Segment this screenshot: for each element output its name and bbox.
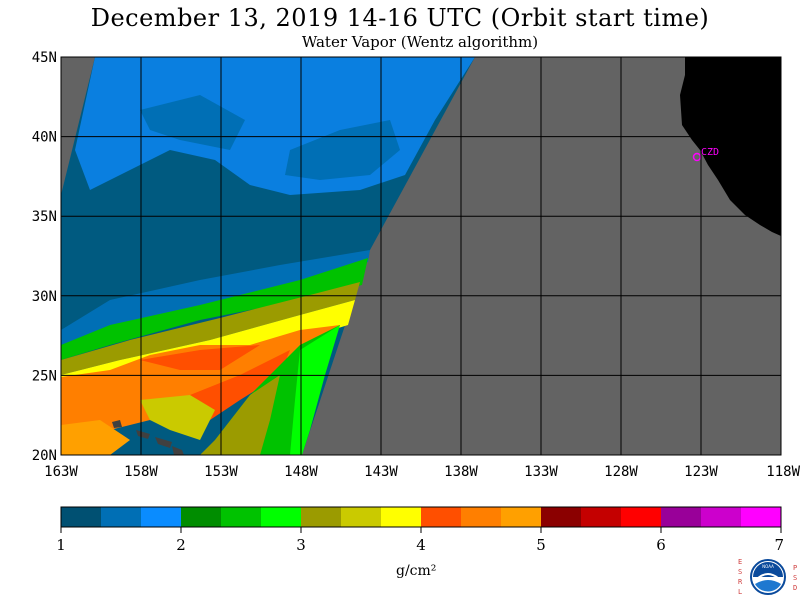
logo-left-letter-1: E (738, 558, 742, 566)
swath-medium-blue-band (61, 250, 370, 350)
colorbar-swatch (181, 507, 222, 527)
colorbar-tick-label: 1 (56, 536, 66, 554)
colorbar-swatch (421, 507, 462, 527)
lon-tick-label: 133W (524, 464, 558, 480)
lon-tick-label: 143W (364, 464, 398, 480)
lon-tick-label: 138W (444, 464, 478, 480)
swath-bright-green-edge (290, 325, 340, 455)
lon-tick-label: 153W (204, 464, 238, 480)
noaa-esrl-psd-logo: E S R L P S D NOAA (738, 558, 797, 596)
longitude-labels: 163W 158W 153W 148W 143W 138W 133W 128W 123W 118W (44, 464, 800, 480)
colorbar-tick-label: 7 (774, 536, 784, 554)
lon-tick-label: 163W (44, 464, 78, 480)
logo-right-letter-2: S (793, 574, 797, 582)
colorbar-swatch (621, 507, 662, 527)
colorbar-swatch (141, 507, 182, 527)
swath-red-orange-patch (140, 345, 260, 370)
water-vapor-field (61, 57, 781, 455)
swath-olive-south (200, 375, 280, 455)
station-label: CZD (701, 147, 719, 158)
lon-tick-label: 158W (124, 464, 158, 480)
island-hawaii (172, 446, 184, 455)
colorbar-swatch (261, 507, 302, 527)
lon-tick-label: 118W (766, 464, 800, 480)
colorbar (60, 506, 782, 528)
noaa-emblem-sea (755, 580, 781, 592)
lat-tick-label: 35N (32, 209, 57, 225)
colorbar-swatch (381, 507, 422, 527)
noaa-emblem-bird (757, 573, 779, 579)
island-maui (155, 437, 172, 448)
colorbar-tick-label: 5 (536, 536, 546, 554)
colorbar-tick-label: 6 (656, 536, 666, 554)
lon-tick-label: 123W (684, 464, 718, 480)
colorbar-swatch (101, 507, 142, 527)
swath-yellow-streak (140, 395, 215, 440)
colorbar-tick-label: 2 (176, 536, 186, 554)
colorbar-swatch (461, 507, 502, 527)
map-frame (60, 56, 782, 456)
colorbar-tick-label: 3 (296, 536, 306, 554)
colorbar-swatch (661, 507, 702, 527)
island-oahu (136, 430, 150, 439)
colorbar-ticks: 1 2 3 4 5 6 7 (56, 527, 784, 554)
colorbar-swatch (701, 507, 742, 527)
lat-tick-label: 20N (32, 448, 57, 464)
lat-tick-label: 25N (32, 368, 57, 384)
lon-tick-label: 148W (284, 464, 318, 480)
colorbar-tick-label: 4 (416, 536, 426, 554)
logo-left-letter-2: S (738, 568, 742, 576)
lat-tick-label: 45N (32, 50, 57, 66)
noaa-emblem-sky (753, 562, 783, 577)
logo-left-letter-4: L (738, 588, 742, 596)
logo-right-letter-3: D (793, 584, 797, 592)
lat-tick-label: 30N (32, 289, 57, 305)
lat-tick-label: 40N (32, 130, 57, 146)
swath-olive-band (61, 282, 360, 375)
logo-left-letter-3: R (738, 578, 743, 586)
map-subtitle: Water Vapor (Wentz algorithm) (301, 33, 539, 51)
colorbar-swatch (301, 507, 342, 527)
noaa-emblem-text: NOAA (762, 564, 774, 569)
colorbar-swatch (341, 507, 382, 527)
colorbar-swatch (581, 507, 622, 527)
island-kauai (112, 420, 122, 428)
map-title: December 13, 2019 14-16 UTC (Orbit start… (90, 4, 710, 32)
swath-medium-blue-patch-2 (285, 120, 400, 180)
colorbar-unit: g/cm² (396, 563, 437, 579)
swath-red-orange-patch-2 (190, 350, 290, 420)
latitude-labels: 45N 40N 35N 30N 25N 20N (32, 50, 57, 464)
logo-right-letter-1: P (793, 564, 797, 572)
colorbar-swatch (541, 507, 582, 527)
lon-tick-label: 128W (604, 464, 638, 480)
colorbar-swatch (221, 507, 262, 527)
colorbar-swatch (501, 507, 542, 527)
swath-orange-core (61, 325, 340, 440)
land-california (680, 57, 781, 236)
swath-green-band (61, 258, 368, 360)
swath-orange-low (61, 420, 130, 455)
colorbar-swatch (741, 507, 782, 527)
colorbar-swatch (61, 507, 102, 527)
